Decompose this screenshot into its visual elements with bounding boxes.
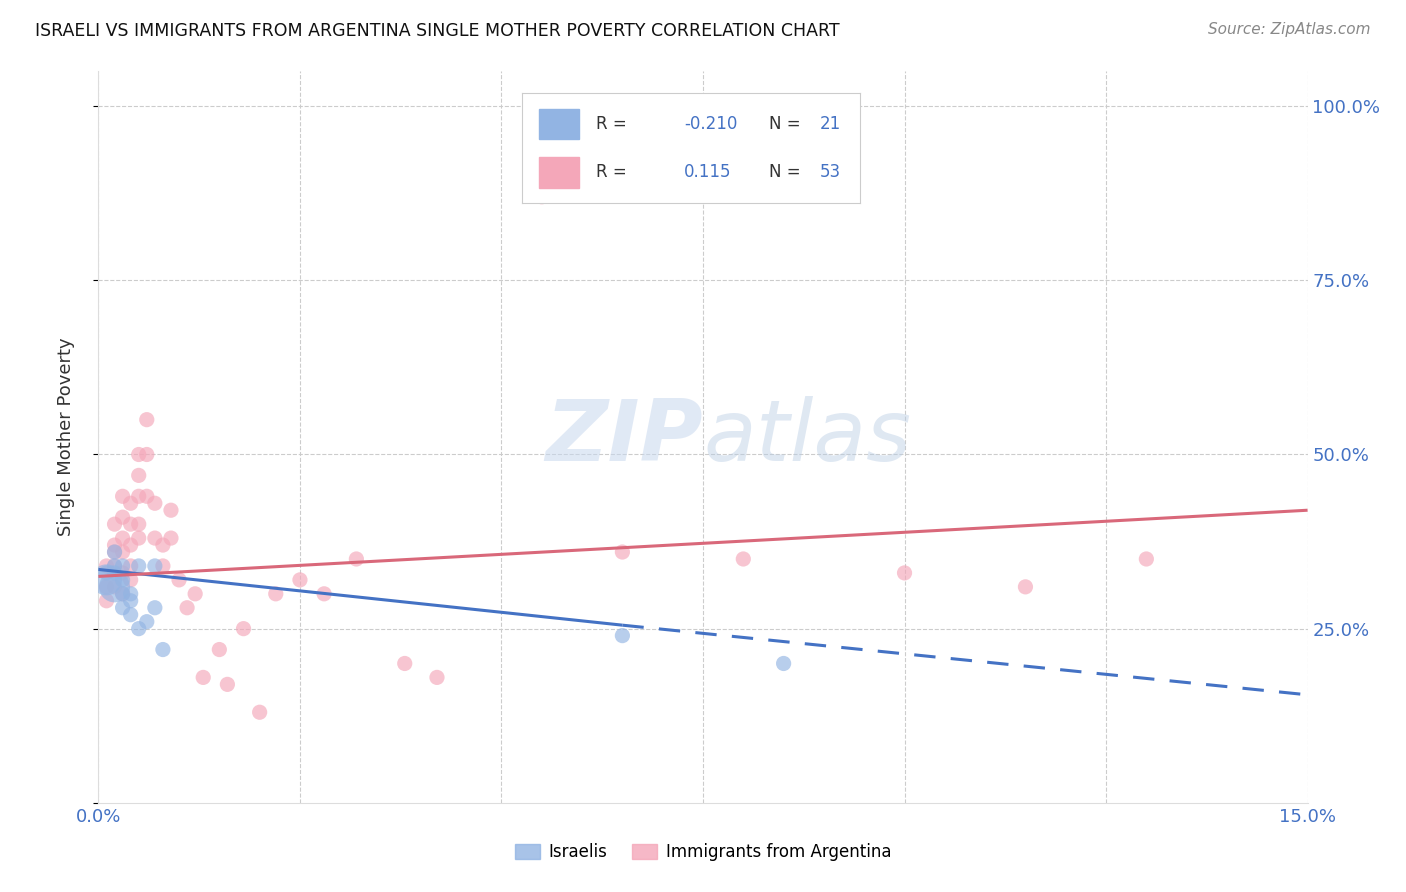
Point — [96, 566, 118, 580]
Point — [120, 496, 142, 510]
Point — [128, 531, 150, 545]
Point — [612, 545, 634, 559]
Point — [120, 517, 142, 532]
Point — [249, 705, 271, 719]
Point — [530, 190, 553, 204]
Point — [152, 538, 174, 552]
Point — [184, 587, 207, 601]
Point — [135, 489, 157, 503]
Point — [1014, 580, 1036, 594]
Point — [1135, 552, 1157, 566]
Point — [128, 517, 150, 532]
Point — [96, 573, 118, 587]
Point — [120, 587, 142, 601]
Point — [128, 448, 150, 462]
Point — [143, 558, 166, 573]
Point — [612, 629, 634, 643]
Point — [217, 677, 239, 691]
Point — [103, 517, 125, 532]
Point — [111, 558, 134, 573]
Point — [264, 587, 287, 601]
Point — [103, 558, 125, 573]
Text: ISRAELI VS IMMIGRANTS FROM ARGENTINA SINGLE MOTHER POVERTY CORRELATION CHART: ISRAELI VS IMMIGRANTS FROM ARGENTINA SIN… — [35, 22, 839, 40]
Point — [111, 587, 134, 601]
Point — [772, 657, 794, 671]
Point — [160, 503, 183, 517]
Point — [120, 607, 142, 622]
Point — [733, 552, 755, 566]
Point — [111, 489, 134, 503]
Point — [111, 510, 134, 524]
Point — [135, 448, 157, 462]
Point — [344, 552, 367, 566]
Point — [128, 489, 150, 503]
Point — [103, 566, 125, 580]
Point — [167, 573, 190, 587]
Point — [111, 600, 134, 615]
Point — [103, 545, 125, 559]
Text: Source: ZipAtlas.com: Source: ZipAtlas.com — [1208, 22, 1371, 37]
Point — [103, 545, 125, 559]
Point — [120, 538, 142, 552]
Point — [135, 615, 157, 629]
Point — [128, 468, 150, 483]
Point — [96, 594, 118, 608]
Point — [103, 558, 125, 573]
Point — [143, 600, 166, 615]
Point — [288, 573, 311, 587]
Point — [103, 580, 125, 594]
Point — [120, 573, 142, 587]
Point — [143, 531, 166, 545]
Point — [120, 558, 142, 573]
Point — [111, 545, 134, 559]
Point — [160, 531, 183, 545]
Point — [232, 622, 254, 636]
Point — [111, 566, 134, 580]
Point — [426, 670, 449, 684]
Point — [96, 580, 118, 594]
Legend: Israelis, Immigrants from Argentina: Israelis, Immigrants from Argentina — [509, 837, 897, 868]
Point — [111, 587, 134, 601]
Point — [128, 622, 150, 636]
Point — [120, 594, 142, 608]
Point — [135, 412, 157, 426]
Point — [152, 558, 174, 573]
Point — [893, 566, 915, 580]
Text: ZIP: ZIP — [546, 395, 703, 479]
Point — [193, 670, 215, 684]
Point — [152, 642, 174, 657]
Point — [176, 600, 198, 615]
Point — [111, 531, 134, 545]
Point — [128, 558, 150, 573]
Point — [103, 538, 125, 552]
Point — [96, 558, 118, 573]
Text: atlas: atlas — [703, 395, 911, 479]
Y-axis label: Single Mother Poverty: Single Mother Poverty — [56, 338, 75, 536]
Point — [314, 587, 336, 601]
Point — [103, 580, 125, 594]
Point — [143, 496, 166, 510]
Point — [111, 573, 134, 587]
Point — [208, 642, 231, 657]
Point — [394, 657, 416, 671]
